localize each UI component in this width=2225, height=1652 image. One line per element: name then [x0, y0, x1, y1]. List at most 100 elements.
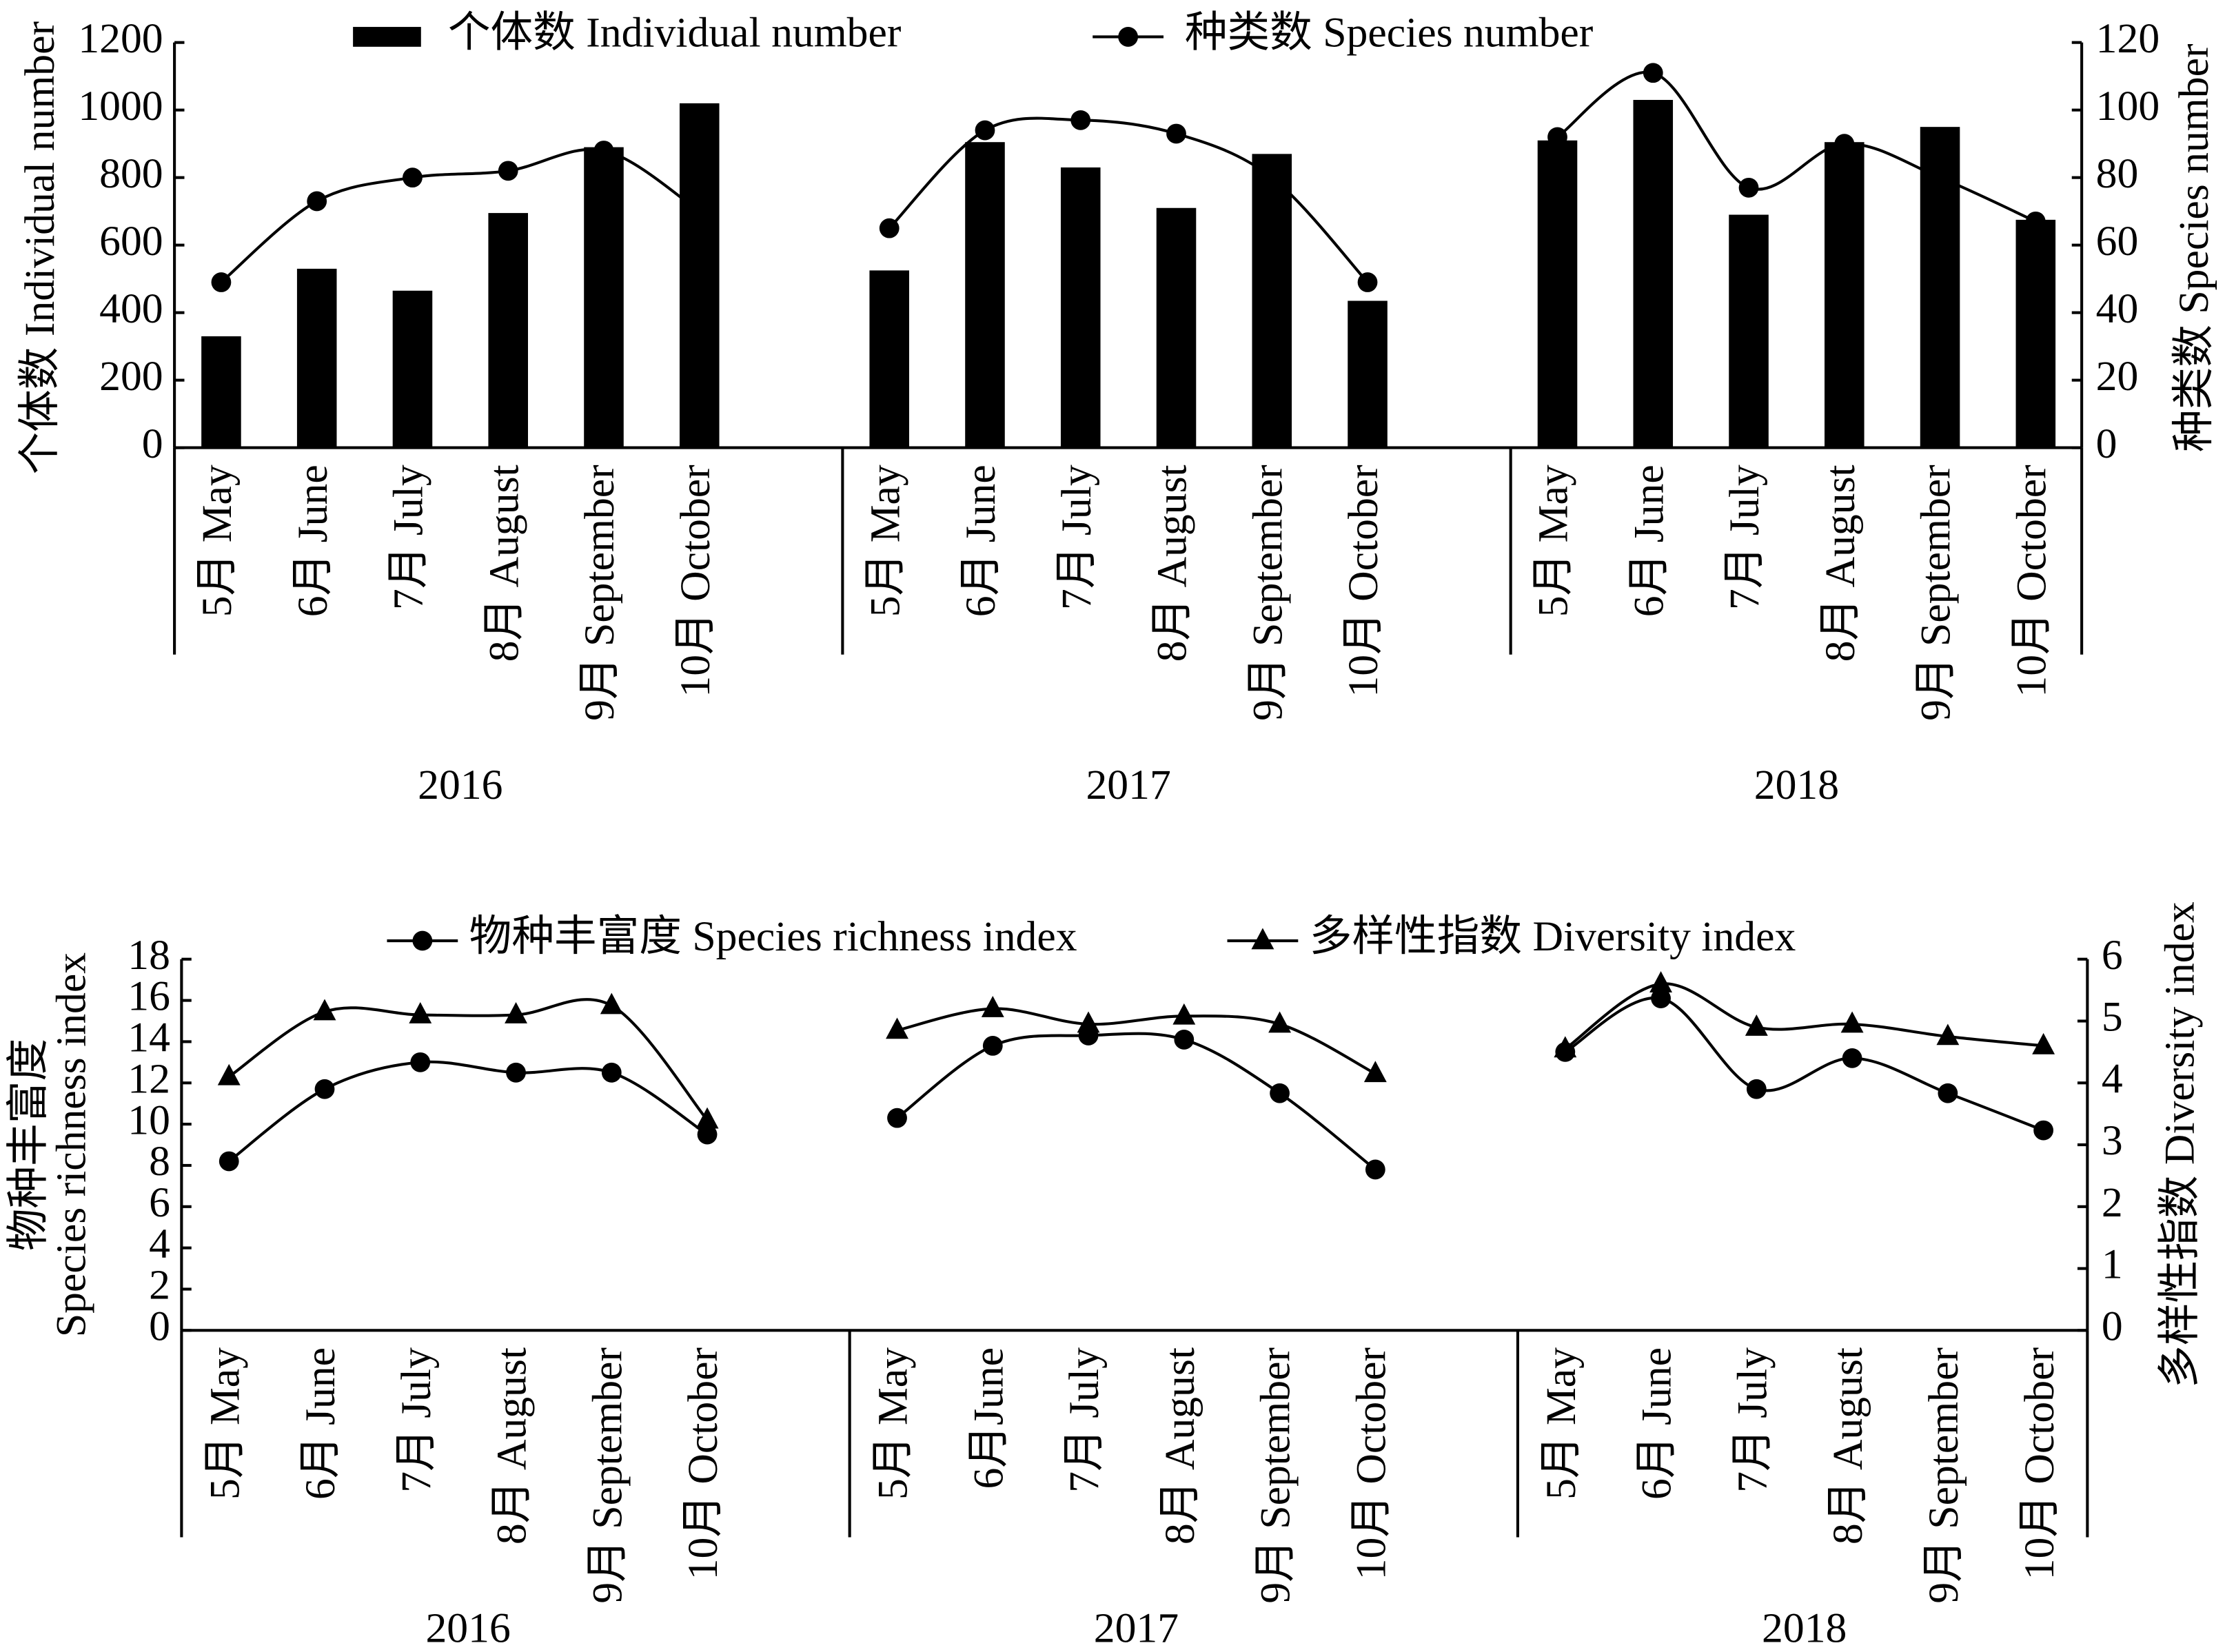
y2-tick-label: 20 [2096, 353, 2139, 400]
bar [1060, 167, 1101, 448]
bar [869, 270, 910, 448]
y2-tick-label: 120 [2096, 15, 2160, 62]
y-tick-label: 2 [149, 1262, 170, 1309]
y-tick-label: 12 [128, 1055, 170, 1102]
point [1363, 1061, 1387, 1083]
y-axis-title: Species richness index [48, 952, 94, 1337]
x-tick-label: 5月 May [194, 465, 241, 617]
y-tick-label: 4 [149, 1221, 170, 1267]
y-tick-label: 10 [128, 1097, 170, 1143]
x-tick-label: 10月 October [680, 1347, 727, 1580]
point [975, 120, 995, 141]
y-tick-label: 18 [128, 932, 170, 979]
x-tick-label: 5月 May [862, 465, 908, 617]
x-tick-label: 5月 May [1530, 465, 1577, 617]
point [1268, 1011, 1292, 1033]
x-tick-label: 7月 July [385, 465, 432, 610]
bar [1252, 154, 1292, 448]
bar [1537, 140, 1578, 448]
x-tick-label: 8月 August [1825, 1347, 1871, 1544]
group-label: 2016 [425, 1604, 510, 1651]
bar [1348, 300, 1388, 448]
x-tick-label: 5月 May [870, 1347, 917, 1500]
y2-tick-label: 100 [2096, 83, 2160, 130]
point [506, 1062, 526, 1083]
point [1172, 1003, 1196, 1025]
x-tick-label: 8月 August [1157, 1347, 1203, 1544]
series-line [1564, 982, 2044, 1050]
y2-tick-label: 0 [2102, 1303, 2123, 1350]
point [1746, 1079, 1767, 1099]
point [219, 1151, 239, 1172]
point [403, 167, 423, 188]
y2-tick-label: 2 [2102, 1179, 2123, 1226]
legend-label: 种类数 Species number [1185, 10, 1593, 57]
point [409, 1002, 432, 1023]
x-tick-label: 7月 July [1729, 1347, 1776, 1493]
bar [488, 213, 529, 448]
x-tick-label: 10月 October [2016, 1347, 2063, 1580]
y2-axis-title: 种类数 Species number [2171, 44, 2217, 452]
point [1357, 272, 1378, 292]
x-tick-label: 9月 September [1920, 1347, 1967, 1604]
group-label: 2018 [1762, 1604, 1847, 1651]
series-line [220, 147, 700, 284]
series-line [1564, 996, 2044, 1132]
bar [1825, 142, 1865, 448]
y2-tick-label: 5 [2102, 994, 2123, 1041]
bar [392, 290, 433, 448]
x-tick-label: 8月 August [489, 1347, 536, 1544]
point [1745, 1014, 1768, 1036]
point [1174, 1030, 1195, 1050]
series-line [897, 1007, 1376, 1075]
y-tick-label: 600 [99, 218, 163, 265]
x-tick-label: 7月 July [1721, 465, 1768, 610]
bar [584, 147, 624, 448]
bar [1156, 207, 1197, 448]
group-label: 2018 [1754, 762, 1839, 808]
y2-axis-title: 多样性指数 Diversity index [2156, 901, 2203, 1388]
x-tick-label: 6月 June [289, 465, 336, 617]
y2-tick-label: 4 [2102, 1055, 2123, 1102]
y-tick-label: 400 [99, 285, 163, 332]
point [410, 1052, 431, 1072]
y-axis-title: 个体数 Individual number [17, 21, 63, 475]
y2-tick-label: 3 [2102, 1117, 2123, 1164]
series-line [228, 1060, 709, 1163]
series-line [888, 116, 1369, 283]
point [1842, 1048, 1862, 1068]
y-tick-label: 14 [128, 1014, 170, 1061]
point [600, 992, 623, 1014]
x-tick-label: 7月 July [1053, 465, 1100, 610]
x-tick-label: 9月 September [584, 1347, 631, 1604]
point [1166, 123, 1186, 144]
point [601, 1062, 622, 1083]
bar [1633, 99, 1674, 448]
point [695, 1107, 719, 1129]
point [1649, 971, 1673, 992]
x-tick-label: 6月 June [1625, 465, 1672, 617]
point [1554, 1036, 1577, 1058]
x-tick-label: 6月 June [297, 1347, 344, 1500]
x-tick-label: 6月 June [957, 465, 1004, 617]
x-tick-label: 7月 July [393, 1347, 440, 1493]
point [1070, 110, 1091, 130]
x-tick-label: 9月 September [576, 465, 623, 721]
x-tick-label: 8月 August [1149, 465, 1196, 662]
legend-swatch [353, 27, 421, 47]
bar [1729, 214, 1769, 448]
y-tick-label: 8 [149, 1138, 170, 1185]
y-tick-label: 0 [142, 420, 163, 467]
y-tick-label: 200 [99, 353, 163, 400]
x-tick-label: 8月 August [480, 465, 527, 662]
series-line [1556, 70, 2037, 223]
bar [2015, 219, 2056, 448]
point [1651, 988, 1671, 1008]
point [498, 161, 518, 181]
point [1738, 177, 1759, 198]
y-tick-label: 800 [99, 150, 163, 197]
x-tick-label: 10月 October [1340, 465, 1387, 697]
point [879, 218, 900, 238]
x-tick-label: 5月 May [1538, 1347, 1585, 1500]
group-label: 2017 [1094, 1604, 1179, 1651]
